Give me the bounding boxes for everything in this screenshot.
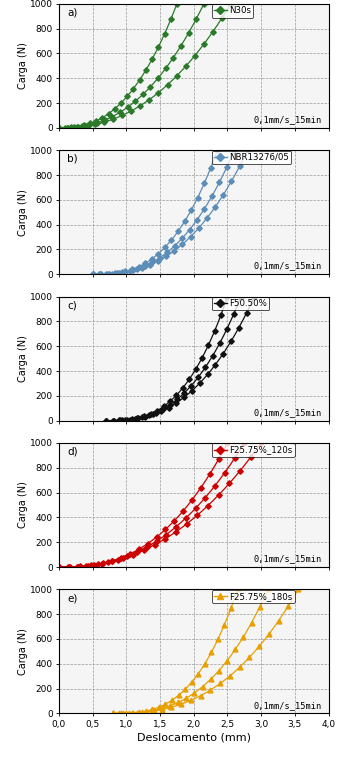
Text: a): a)	[67, 8, 78, 18]
Text: 0,1mm/s_15min: 0,1mm/s_15min	[253, 554, 322, 563]
Y-axis label: Carga (N): Carga (N)	[18, 628, 28, 674]
Text: c): c)	[67, 301, 77, 311]
Text: 0,1mm/s_15min: 0,1mm/s_15min	[253, 262, 322, 271]
Y-axis label: Carga (N): Carga (N)	[18, 188, 28, 236]
Y-axis label: Carga (N): Carga (N)	[18, 43, 28, 89]
Y-axis label: Carga (N): Carga (N)	[18, 335, 28, 382]
Legend: NBR13276/05: NBR13276/05	[212, 150, 292, 164]
Legend: F50.50%: F50.50%	[212, 297, 269, 311]
Legend: N30s: N30s	[212, 5, 253, 18]
Legend: F25.75%_180s: F25.75%_180s	[212, 590, 295, 603]
Text: 0,1mm/s_15min: 0,1mm/s_15min	[253, 700, 322, 710]
Text: b): b)	[67, 154, 78, 164]
X-axis label: Deslocamento (mm): Deslocamento (mm)	[137, 732, 251, 743]
Text: 0,1mm/s_15min: 0,1mm/s_15min	[253, 115, 322, 124]
Text: 0,1mm/s_15min: 0,1mm/s_15min	[253, 408, 322, 417]
Text: e): e)	[67, 593, 78, 603]
Legend: F25.75%_120s: F25.75%_120s	[212, 443, 295, 457]
Text: d): d)	[67, 446, 78, 457]
Y-axis label: Carga (N): Carga (N)	[18, 481, 28, 529]
